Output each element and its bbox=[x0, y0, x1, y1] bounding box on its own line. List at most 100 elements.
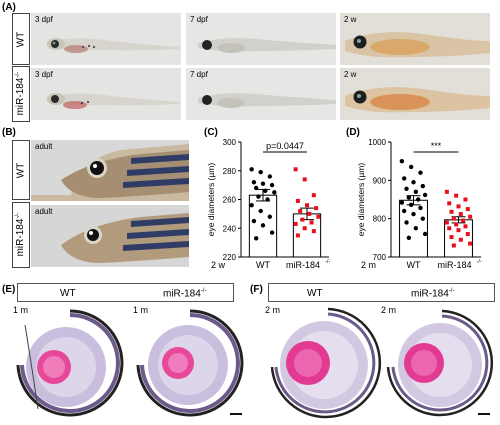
data-point-mutant bbox=[461, 218, 466, 223]
data-point-wt bbox=[399, 158, 405, 164]
larva-image bbox=[47, 38, 179, 53]
significance-label: *** bbox=[431, 141, 442, 151]
data-point-wt bbox=[267, 214, 273, 219]
data-point-wt bbox=[253, 185, 259, 191]
x-tick-label: WT bbox=[256, 260, 270, 270]
eye-diameter-chart-2m: 700 800 900 1000 eye diameters (µm) WT miR-184… bbox=[356, 138, 482, 270]
data-point-mutant bbox=[456, 204, 461, 209]
age-caption: 2 m bbox=[381, 305, 397, 315]
data-point-wt bbox=[411, 211, 416, 217]
x-tick-label: WT bbox=[407, 260, 421, 270]
eye-section-image bbox=[386, 309, 494, 417]
data-point-mutant bbox=[449, 235, 454, 240]
age-caption: 3 dpf bbox=[35, 70, 53, 79]
panel-f-header: WT miR-184-/- bbox=[268, 283, 495, 302]
data-point-wt bbox=[418, 205, 423, 211]
data-point-wt bbox=[251, 180, 257, 185]
row-label-text: WT bbox=[15, 31, 27, 47]
eye-section-wt-2m: 2 m bbox=[262, 305, 382, 420]
data-point-mutant bbox=[302, 226, 307, 231]
header-mutant-label: miR-184-/- bbox=[163, 288, 207, 300]
data-point-wt bbox=[269, 230, 275, 235]
data-point-wt bbox=[263, 188, 268, 194]
panel-e-header: WT miR-184-/- bbox=[17, 283, 234, 302]
age-caption: 3 dpf bbox=[35, 15, 53, 24]
data-point-mutant bbox=[468, 214, 473, 219]
header-wt-label: WT bbox=[307, 288, 323, 299]
data-point-mutant bbox=[295, 233, 300, 238]
data-point-mutant bbox=[465, 232, 470, 236]
larva-photo-wt-2w: 2 w bbox=[340, 13, 490, 65]
y-tick-label: 300 bbox=[223, 138, 237, 147]
eye-section-image bbox=[16, 309, 124, 417]
larva-photo-mutant-3dpf: 3 dpf bbox=[31, 68, 181, 120]
data-point-wt bbox=[251, 218, 257, 224]
data-point-wt bbox=[406, 235, 412, 241]
eye-section-image bbox=[270, 307, 382, 419]
y-tick-label: 280 bbox=[223, 167, 237, 176]
data-point-wt bbox=[418, 170, 423, 175]
data-point-mutant bbox=[458, 237, 463, 242]
row-label-wt-a: WT bbox=[12, 13, 30, 65]
data-point-mutant bbox=[314, 206, 319, 211]
data-point-wt bbox=[260, 223, 266, 228]
data-point-wt bbox=[408, 202, 414, 208]
y-tick-label: 700 bbox=[373, 253, 387, 262]
data-point-mutant bbox=[300, 217, 305, 222]
data-point-mutant bbox=[456, 228, 461, 233]
data-point-wt bbox=[420, 183, 425, 189]
data-point-mutant bbox=[302, 177, 307, 182]
age-caption: 2 w bbox=[344, 70, 357, 79]
row-label-text: miR-184-/- bbox=[15, 213, 27, 257]
age-caption: 2 w bbox=[344, 15, 357, 24]
data-point-mutant bbox=[444, 189, 449, 194]
data-point-mutant bbox=[463, 224, 468, 229]
larva-image bbox=[345, 87, 490, 113]
data-point-wt bbox=[399, 200, 405, 205]
significance-label: p=0.0447 bbox=[266, 141, 304, 151]
data-point-mutant bbox=[447, 226, 452, 231]
data-point-wt bbox=[408, 164, 414, 170]
row-label-wt-b: WT bbox=[12, 140, 30, 200]
data-point-mutant bbox=[458, 212, 463, 217]
scale-bar bbox=[478, 413, 490, 415]
data-point-wt bbox=[249, 203, 254, 208]
header-mutant-label: miR-184-/- bbox=[411, 288, 455, 300]
y-tick-label: 240 bbox=[223, 224, 237, 233]
data-point-mutant bbox=[305, 203, 309, 208]
data-point-wt bbox=[422, 231, 428, 237]
data-point-wt bbox=[265, 197, 270, 202]
data-point-wt bbox=[253, 236, 259, 241]
data-point-mutant bbox=[449, 209, 454, 214]
panel-label-d: (D) bbox=[346, 127, 360, 138]
panel-label-a: (A) bbox=[2, 2, 16, 13]
eye-section-wt-1m: 1 m bbox=[10, 305, 130, 420]
data-point-mutant bbox=[454, 222, 459, 227]
adult-fish-photo-mutant: adult bbox=[31, 205, 189, 267]
larva-photo-wt-3dpf: 3 dpf bbox=[31, 13, 181, 65]
data-point-mutant bbox=[293, 167, 298, 172]
larva-photo-mutant-7dpf: 7 dpf bbox=[186, 68, 336, 120]
age-caption: adult bbox=[35, 142, 53, 151]
data-point-wt bbox=[269, 182, 275, 188]
adult-fish-image bbox=[31, 140, 189, 201]
age-caption: 1 m bbox=[133, 305, 149, 315]
x-tick-label: miR-184 bbox=[437, 260, 471, 270]
scale-bar bbox=[230, 413, 242, 415]
y-axis-label: eye diameters (µm) bbox=[356, 163, 366, 237]
data-point-wt bbox=[258, 169, 263, 175]
eye-diameter-chart-2w: 220 240 260 280 300 eye diameters (µm) WT miR-1… bbox=[206, 138, 330, 270]
age-caption: 7 dpf bbox=[190, 15, 208, 24]
row-label-text: miR-184-/- bbox=[15, 72, 27, 116]
data-point-wt bbox=[402, 208, 407, 214]
panel-label-c: (C) bbox=[204, 127, 218, 138]
age-label: 2 w bbox=[211, 260, 226, 270]
data-point-wt bbox=[260, 181, 266, 186]
eye-section-image bbox=[136, 309, 244, 417]
panel-label-e: (E) bbox=[2, 284, 16, 295]
data-point-mutant bbox=[298, 209, 303, 213]
data-point-mutant bbox=[444, 220, 449, 225]
data-point-mutant bbox=[311, 229, 316, 234]
y-axis-label: eye diameters (µm) bbox=[206, 163, 216, 237]
header-wt-label: WT bbox=[60, 288, 76, 299]
